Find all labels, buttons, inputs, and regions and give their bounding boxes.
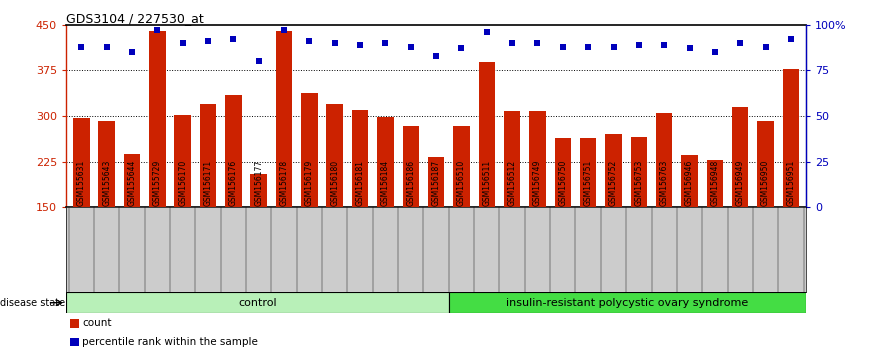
Point <box>100 44 114 50</box>
Point <box>277 27 291 33</box>
Point <box>429 53 443 59</box>
Point <box>226 36 241 42</box>
Text: count: count <box>82 319 112 329</box>
Bar <box>123 154 140 298</box>
Bar <box>276 31 292 298</box>
Point <box>707 49 722 55</box>
Point <box>175 40 189 46</box>
Point <box>74 44 88 50</box>
Bar <box>428 157 444 298</box>
Bar <box>580 138 596 298</box>
Bar <box>200 104 216 298</box>
Bar <box>73 118 90 298</box>
Bar <box>453 126 470 298</box>
Bar <box>327 104 343 298</box>
Bar <box>149 31 166 298</box>
Point <box>657 42 671 48</box>
Point <box>353 42 367 48</box>
Bar <box>504 111 521 298</box>
Point <box>683 46 697 51</box>
Bar <box>70 319 78 327</box>
Point <box>302 38 316 44</box>
Text: percentile rank within the sample: percentile rank within the sample <box>82 337 258 347</box>
Bar <box>631 137 647 298</box>
FancyBboxPatch shape <box>66 292 448 313</box>
Text: GDS3104 / 227530_at: GDS3104 / 227530_at <box>66 12 204 25</box>
Bar <box>301 93 318 298</box>
Text: insulin-resistant polycystic ovary syndrome: insulin-resistant polycystic ovary syndr… <box>507 298 749 308</box>
Bar <box>758 121 774 298</box>
Point <box>759 44 773 50</box>
Point <box>505 40 519 46</box>
Point <box>151 27 165 33</box>
Point <box>632 42 646 48</box>
Bar <box>656 113 672 298</box>
Bar <box>403 126 419 298</box>
Bar <box>529 111 545 298</box>
Point <box>733 40 747 46</box>
Bar <box>377 117 394 298</box>
Bar <box>732 107 749 298</box>
Point <box>556 44 570 50</box>
Bar <box>554 138 571 298</box>
Bar <box>707 160 723 298</box>
Point <box>581 44 596 50</box>
Point <box>328 40 342 46</box>
Text: disease state: disease state <box>0 298 65 308</box>
Point <box>201 38 215 44</box>
Bar <box>250 174 267 298</box>
Bar <box>782 69 799 298</box>
Bar <box>605 134 622 298</box>
Point <box>480 29 494 35</box>
Bar <box>70 338 78 346</box>
Point <box>530 40 544 46</box>
Point <box>378 40 392 46</box>
Point <box>403 44 418 50</box>
Bar <box>478 62 495 298</box>
Bar <box>174 115 191 298</box>
Point <box>252 58 266 64</box>
FancyBboxPatch shape <box>448 292 806 313</box>
Bar <box>226 95 241 298</box>
Point <box>455 46 469 51</box>
Text: control: control <box>238 298 277 308</box>
Bar <box>99 121 115 298</box>
Point <box>784 36 798 42</box>
Bar <box>352 110 368 298</box>
Point <box>606 44 620 50</box>
Bar <box>681 155 698 298</box>
Point <box>125 49 139 55</box>
